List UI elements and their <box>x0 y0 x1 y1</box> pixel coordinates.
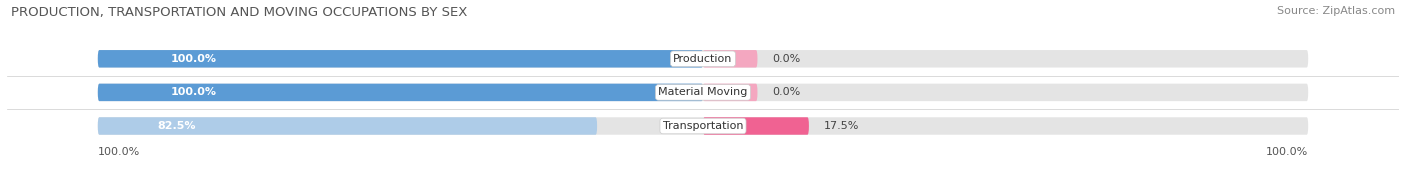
Text: 100.0%: 100.0% <box>1265 147 1308 157</box>
FancyBboxPatch shape <box>98 84 703 101</box>
Text: 100.0%: 100.0% <box>170 54 217 64</box>
FancyBboxPatch shape <box>703 117 808 135</box>
FancyBboxPatch shape <box>98 117 598 135</box>
Text: 82.5%: 82.5% <box>157 121 197 131</box>
Text: PRODUCTION, TRANSPORTATION AND MOVING OCCUPATIONS BY SEX: PRODUCTION, TRANSPORTATION AND MOVING OC… <box>11 6 468 19</box>
FancyBboxPatch shape <box>703 50 758 68</box>
FancyBboxPatch shape <box>703 84 758 101</box>
Text: 0.0%: 0.0% <box>773 54 801 64</box>
Text: 100.0%: 100.0% <box>170 87 217 97</box>
Text: Production: Production <box>673 54 733 64</box>
Text: 100.0%: 100.0% <box>98 147 141 157</box>
FancyBboxPatch shape <box>98 50 703 68</box>
FancyBboxPatch shape <box>98 117 1308 135</box>
Text: 0.0%: 0.0% <box>773 87 801 97</box>
FancyBboxPatch shape <box>98 84 1308 101</box>
FancyBboxPatch shape <box>98 50 1308 68</box>
Text: Source: ZipAtlas.com: Source: ZipAtlas.com <box>1277 6 1395 16</box>
Text: Transportation: Transportation <box>662 121 744 131</box>
Text: Material Moving: Material Moving <box>658 87 748 97</box>
Text: 17.5%: 17.5% <box>824 121 859 131</box>
